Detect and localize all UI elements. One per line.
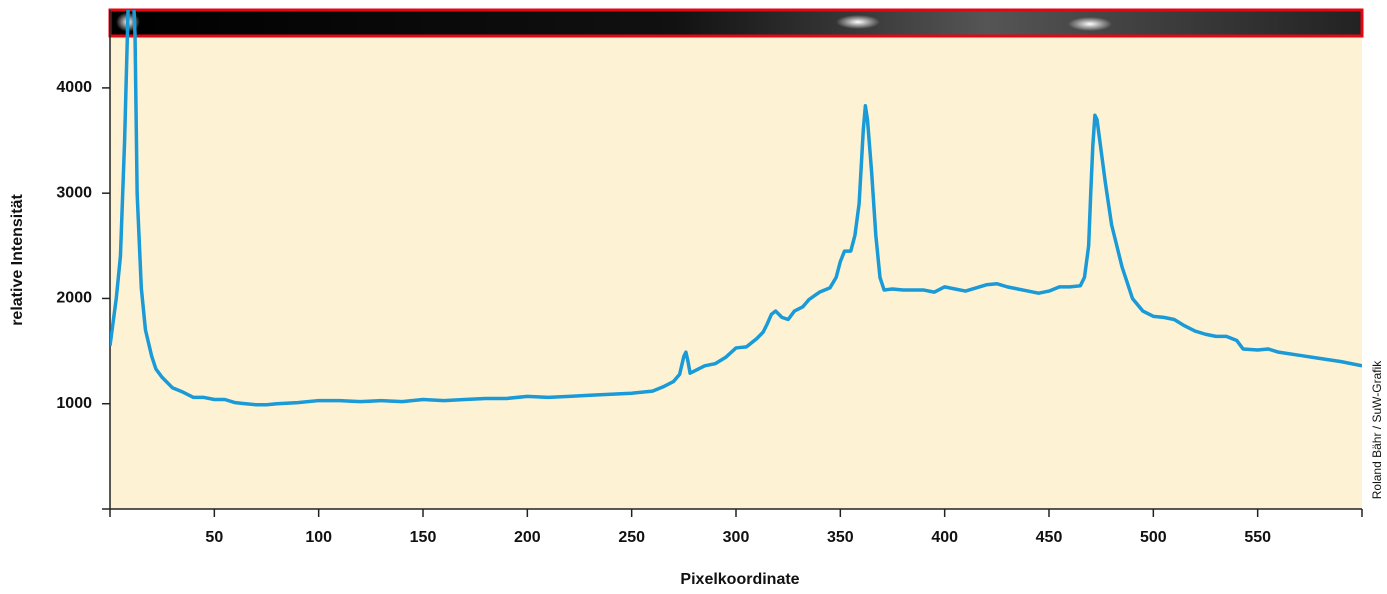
x-tick-label: 150: [410, 529, 437, 546]
x-tick-label: 450: [1036, 529, 1063, 546]
x-tick-label: 350: [827, 529, 854, 546]
x-tick-label: 550: [1244, 529, 1271, 546]
plot-background: [110, 10, 1362, 509]
x-tick-label: 50: [205, 529, 223, 546]
x-tick-label: 250: [618, 529, 645, 546]
y-tick-label: 4000: [56, 79, 92, 96]
x-tick-label: 300: [723, 529, 750, 546]
y-tick-label: 3000: [56, 184, 92, 201]
spectrum-strip: [110, 10, 1362, 36]
y-axis-label: relative Intensität: [9, 194, 26, 326]
y-tick-label: 1000: [56, 395, 92, 412]
x-tick-label: 500: [1140, 529, 1167, 546]
chart: Pixelkoordinate relative Intensität Rola…: [0, 0, 1387, 589]
x-tick-label: 400: [931, 529, 958, 546]
y-tick-label: 2000: [56, 290, 92, 307]
x-tick-label: 200: [514, 529, 541, 546]
credit: Roland Bähr / SuW-Grafik: [1370, 360, 1384, 499]
x-tick-label: 100: [305, 529, 332, 546]
x-axis-label: Pixelkoordinate: [680, 571, 799, 588]
